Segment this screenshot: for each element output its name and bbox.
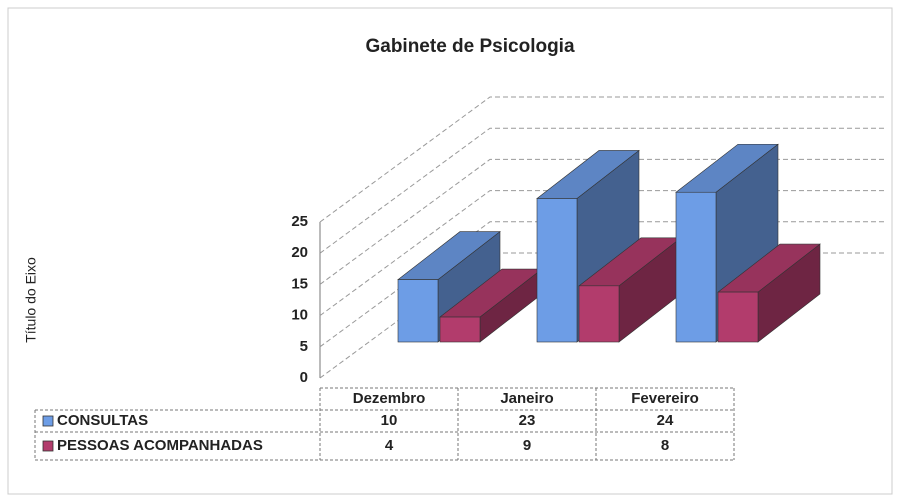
bar-front bbox=[717, 291, 759, 343]
legend-swatch bbox=[42, 415, 54, 427]
y-tick-label: 15 bbox=[291, 275, 308, 292]
y-axis-title: Título do Eixo bbox=[23, 257, 39, 343]
table-value: 24 bbox=[657, 412, 674, 429]
table-value: 4 bbox=[385, 437, 394, 454]
y-tick-label: 0 bbox=[300, 369, 308, 386]
legend-label: CONSULTAS bbox=[57, 412, 148, 429]
table-value: 23 bbox=[519, 412, 536, 429]
y-tick-label: 10 bbox=[291, 307, 308, 324]
table-value: 10 bbox=[381, 412, 398, 429]
y-tick-label: 20 bbox=[291, 244, 308, 261]
x-tick-label: Fevereiro bbox=[631, 390, 699, 407]
grid-line bbox=[319, 127, 885, 254]
grid-line bbox=[319, 96, 885, 223]
bar-front bbox=[397, 279, 439, 343]
legend-label: PESSOAS ACOMPANHADAS bbox=[57, 437, 263, 454]
table-value: 9 bbox=[523, 437, 531, 454]
x-tick-label: Janeiro bbox=[500, 390, 553, 407]
bar-front bbox=[536, 198, 578, 343]
chart-title: Gabinete de Psicologia bbox=[365, 36, 574, 57]
bar-front bbox=[578, 285, 620, 343]
bar-front bbox=[675, 191, 717, 343]
legend-swatch bbox=[42, 440, 54, 452]
y-tick-label: 25 bbox=[291, 213, 308, 230]
table-value: 8 bbox=[661, 437, 669, 454]
bar-front bbox=[439, 316, 481, 343]
y-tick-label: 5 bbox=[300, 338, 308, 355]
x-tick-label: Dezembro bbox=[353, 390, 426, 407]
